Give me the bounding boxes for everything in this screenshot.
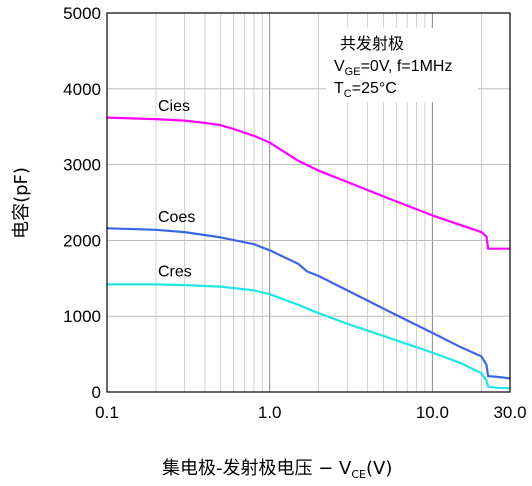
x-tick-label: 30.0 bbox=[493, 403, 526, 422]
y-tick-label: 0 bbox=[92, 383, 101, 402]
series-label-cies: Cies bbox=[158, 98, 190, 115]
y-tick-label: 2000 bbox=[63, 231, 101, 250]
x-axis-label: 集电极-发射极电压 − VCE(V) bbox=[162, 458, 392, 481]
series-line-cies bbox=[106, 116, 510, 250]
series-line-cres bbox=[107, 283, 511, 390]
y-tick-label: 4000 bbox=[63, 80, 101, 99]
series-label-coes: Coes bbox=[158, 209, 195, 226]
condition-mode: 共发射极 bbox=[340, 35, 404, 53]
x-tick-label: 1.0 bbox=[258, 403, 282, 422]
y-tick-label: 1000 bbox=[63, 307, 101, 326]
plot-frame bbox=[106, 12, 511, 393]
plot-series bbox=[106, 116, 511, 390]
y-tick-labels: 0 1000 2000 3000 4000 5000 bbox=[63, 4, 101, 402]
y-axis-label: 电容(pF) bbox=[11, 167, 32, 239]
series-line-coes bbox=[106, 227, 511, 380]
y-tick-label: 3000 bbox=[63, 156, 101, 175]
series-label-cres: Cres bbox=[158, 263, 192, 280]
condition-tc: TC=25°C bbox=[334, 80, 397, 100]
x-tick-label: 0.1 bbox=[95, 403, 119, 422]
conditions-box bbox=[326, 28, 478, 102]
x-tick-label: 10.0 bbox=[416, 403, 449, 422]
y-tick-label: 5000 bbox=[63, 4, 101, 23]
condition-vge: VGE=0V, f=1MHz bbox=[334, 58, 452, 78]
series-labels: Cies Coes Cres bbox=[158, 98, 195, 280]
x-tick-labels: 0.1 1.0 10.0 30.0 bbox=[95, 403, 526, 422]
